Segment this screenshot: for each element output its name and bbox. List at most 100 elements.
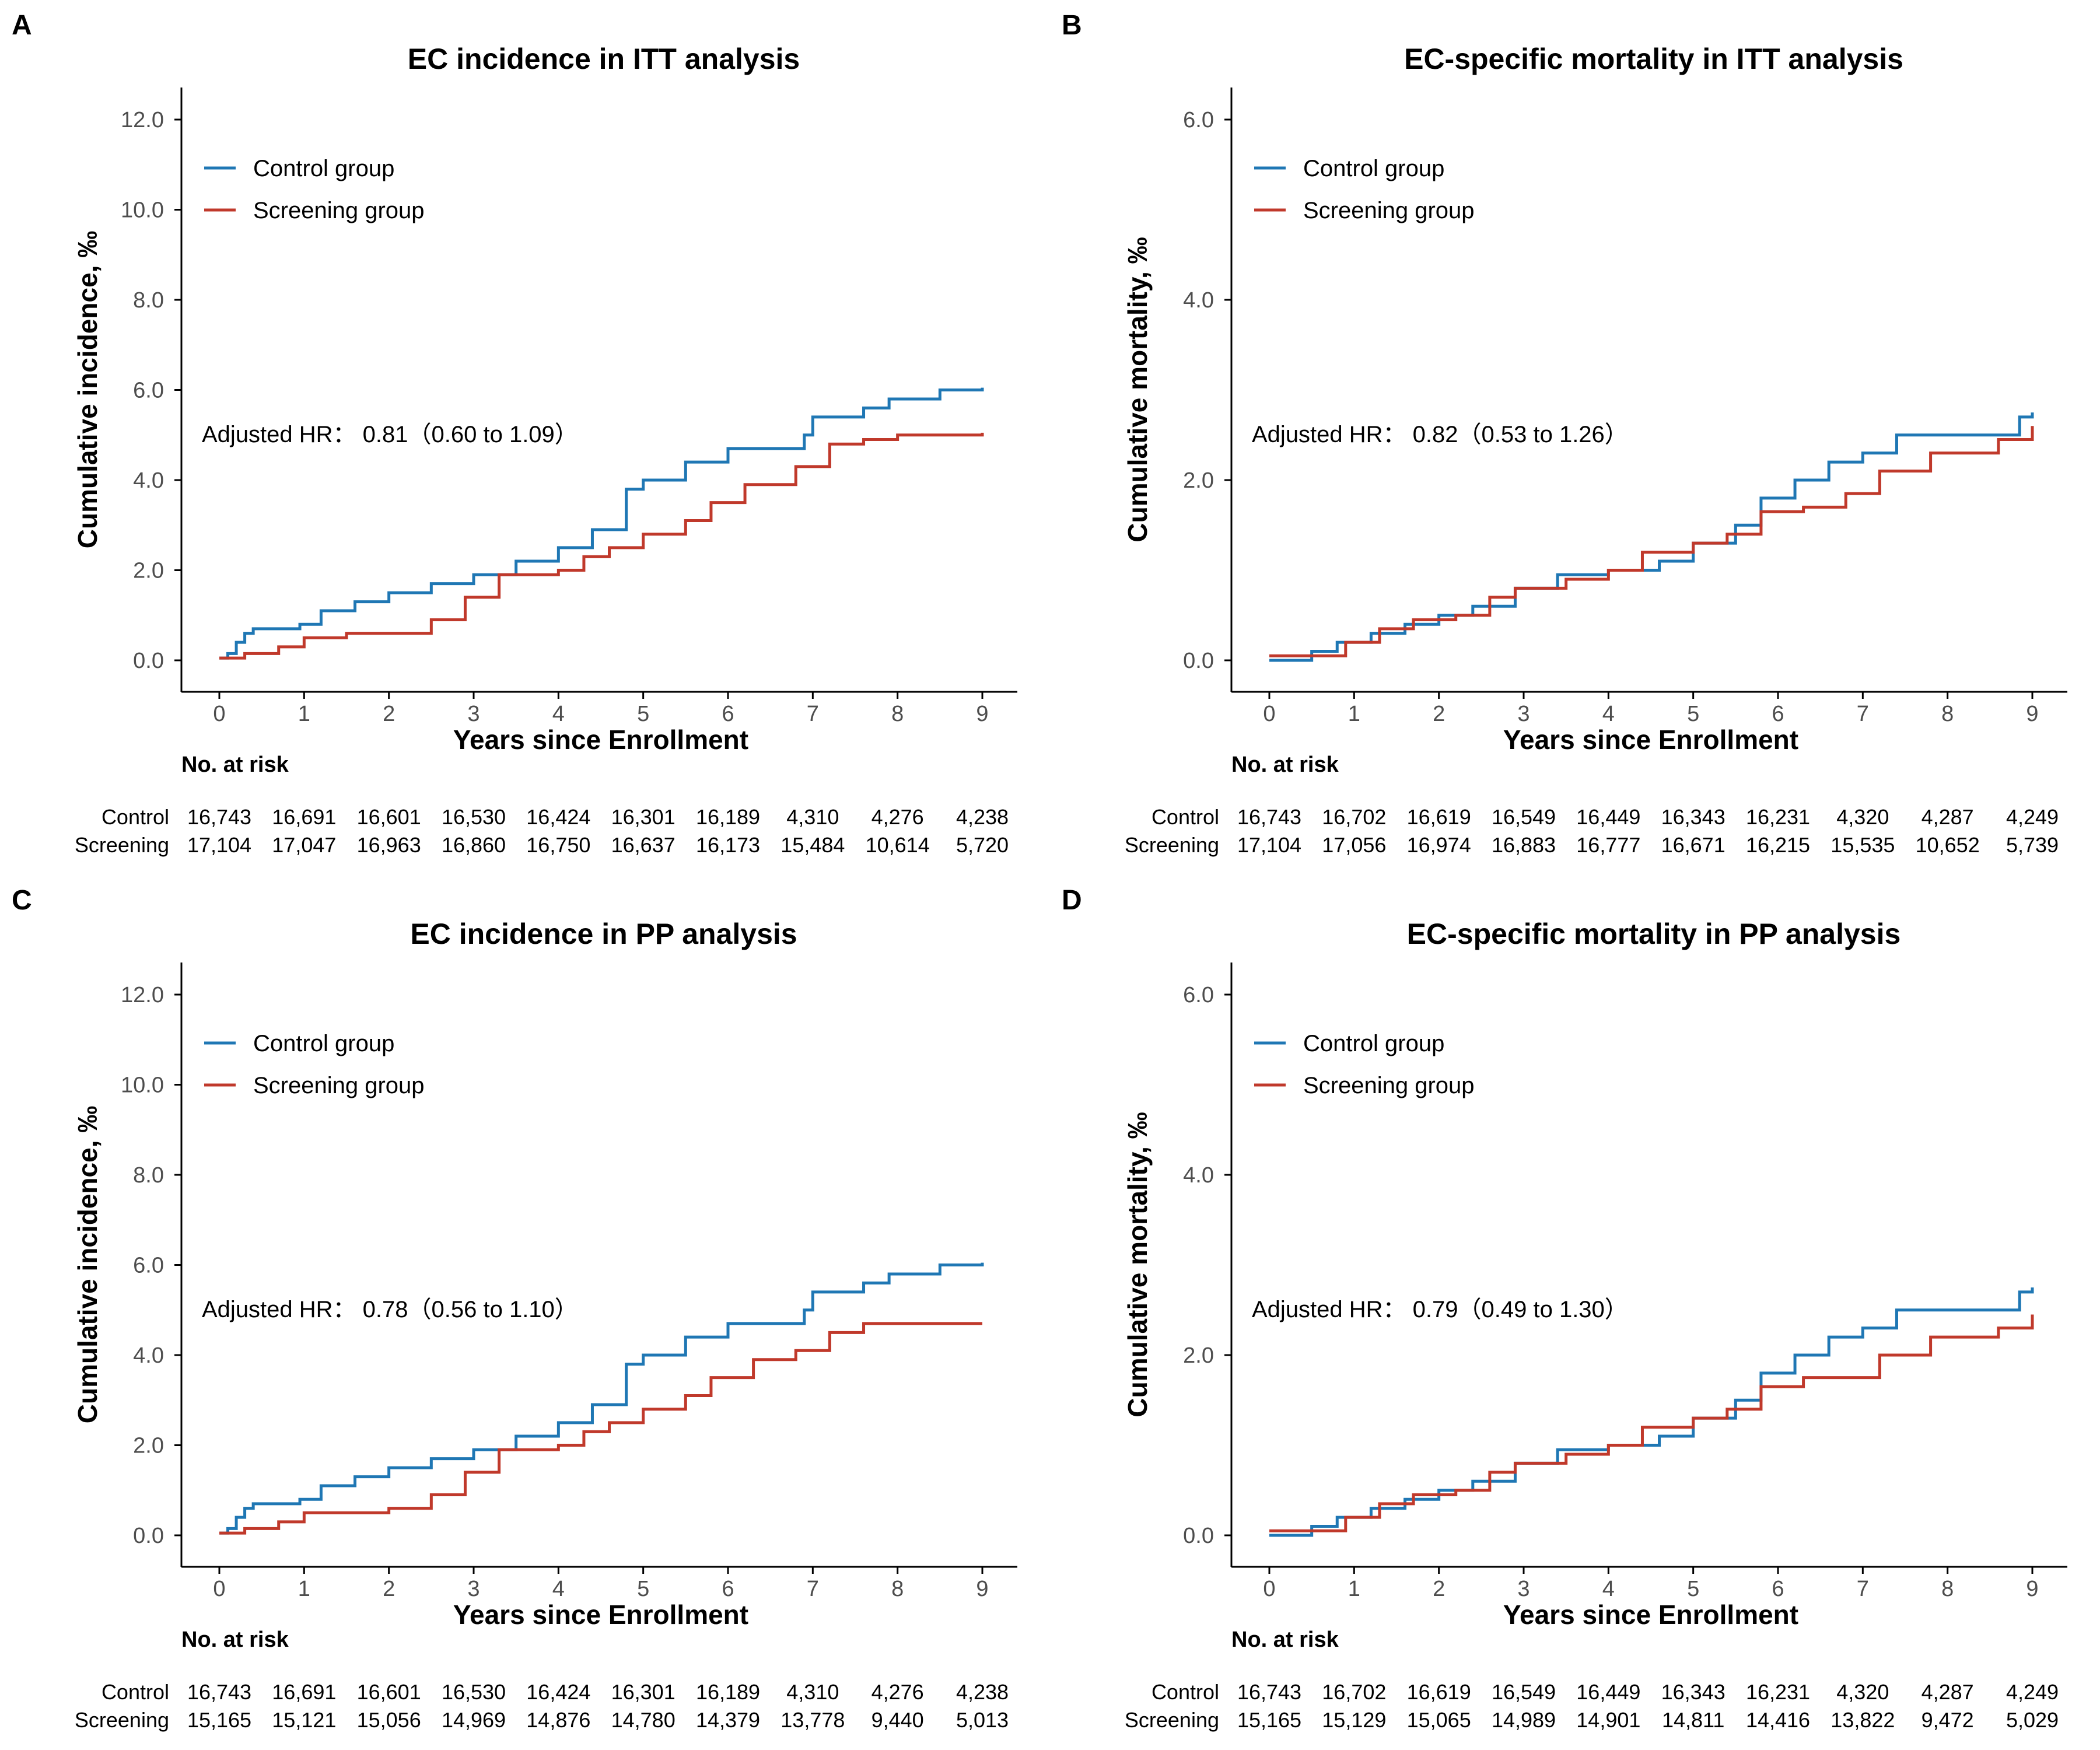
risk-value: 16,301 bbox=[611, 805, 676, 829]
screening-group-line bbox=[219, 1322, 982, 1535]
x-tick-label: 4 bbox=[552, 1577, 565, 1601]
risk-value: 16,189 bbox=[695, 1680, 761, 1704]
risk-value: 15,065 bbox=[1406, 1708, 1471, 1732]
x-tick-label: 9 bbox=[2026, 702, 2038, 726]
y-tick-label: 0.0 bbox=[1183, 1524, 1214, 1548]
risk-value: 14,416 bbox=[1745, 1708, 1811, 1732]
risk-value: 4,249 bbox=[2006, 805, 2059, 829]
x-tick-label: 6 bbox=[1772, 702, 1784, 726]
risk-value: 14,780 bbox=[611, 1708, 676, 1732]
risk-value: 4,238 bbox=[956, 1680, 1009, 1704]
risk-value: 14,876 bbox=[526, 1708, 591, 1732]
risk-value: 16,743 bbox=[187, 1680, 252, 1704]
hazard-ratio-annotation: Adjusted HR： 0.79（0.49 to 1.30） bbox=[1252, 1297, 1628, 1322]
y-tick-label: 4.0 bbox=[1183, 288, 1214, 313]
legend-label: Control group bbox=[1303, 156, 1444, 181]
risk-table-title: No. at risk bbox=[1231, 752, 1339, 777]
risk-value: 16,231 bbox=[1745, 1680, 1811, 1704]
risk-value: 16,883 bbox=[1491, 833, 1556, 857]
risk-value: 17,056 bbox=[1322, 833, 1387, 857]
risk-value: 16,743 bbox=[1237, 1680, 1302, 1704]
y-tick-label: 6.0 bbox=[133, 1254, 164, 1278]
y-tick-label: 2.0 bbox=[1183, 468, 1214, 493]
risk-value: 16,777 bbox=[1576, 833, 1641, 857]
risk-value: 16,301 bbox=[611, 1680, 676, 1704]
risk-value: 16,619 bbox=[1406, 805, 1471, 829]
risk-value: 16,424 bbox=[526, 1680, 591, 1704]
panel-c: C EC incidence in PP analysis 0.0 2.0 4.0 6.… bbox=[0, 875, 1050, 1750]
risk-table: No. at risk Control Screening 16,743 16,7… bbox=[1050, 752, 2100, 869]
km-chart-b: EC-specific mortality in ITT analysis 0.0… bbox=[1122, 43, 2067, 752]
y-tick-label: 0.0 bbox=[1183, 649, 1214, 673]
x-tick-label: 8 bbox=[1941, 1577, 1954, 1601]
risk-row-label: Screening bbox=[74, 1708, 169, 1732]
risk-value: 16,601 bbox=[356, 1680, 421, 1704]
risk-value: 4,276 bbox=[871, 1680, 924, 1704]
screening-group-line bbox=[1269, 426, 2034, 657]
risk-value: 5,720 bbox=[956, 833, 1009, 857]
hazard-ratio-annotation: Adjusted HR： 0.81（0.60 to 1.09） bbox=[202, 422, 578, 447]
x-tick-label: 1 bbox=[298, 1577, 310, 1601]
hazard-ratio-annotation: Adjusted HR： 0.78（0.56 to 1.10） bbox=[202, 1297, 578, 1322]
x-tick-label: 7 bbox=[1857, 1577, 1869, 1601]
risk-value: 16,619 bbox=[1406, 1680, 1471, 1704]
legend-label: Screening group bbox=[1303, 1073, 1475, 1098]
risk-value: 16,671 bbox=[1661, 833, 1726, 857]
y-tick-label: 6.0 bbox=[133, 379, 164, 403]
y-tick-label: 0.0 bbox=[133, 649, 164, 673]
risk-value: 15,165 bbox=[1237, 1708, 1302, 1732]
panel-letter: B bbox=[1062, 10, 1082, 41]
risk-value: 16,702 bbox=[1322, 1680, 1387, 1704]
risk-table: No. at risk Control Screening 16,743 16,6… bbox=[0, 752, 1050, 869]
y-tick-label: 10.0 bbox=[121, 198, 164, 223]
risk-value: 4,287 bbox=[1921, 1680, 1974, 1704]
legend-label: Control group bbox=[253, 1031, 394, 1056]
risk-value: 4,310 bbox=[786, 1680, 839, 1704]
x-tick-label: 7 bbox=[1857, 702, 1869, 726]
x-tick-label: 9 bbox=[976, 702, 988, 726]
x-tick-label: 7 bbox=[807, 1577, 819, 1601]
risk-value: 16,173 bbox=[695, 833, 761, 857]
km-chart-d: EC-specific mortality in PP analysis 0.0 2… bbox=[1122, 918, 2067, 1628]
risk-value: 16,424 bbox=[526, 805, 591, 829]
risk-value: 17,104 bbox=[1237, 833, 1302, 857]
x-tick-label: 2 bbox=[1433, 1577, 1445, 1601]
chart-title: EC-specific mortality in PP analysis bbox=[1407, 918, 1901, 950]
risk-value: 16,343 bbox=[1661, 805, 1726, 829]
risk-value: 16,215 bbox=[1745, 833, 1811, 857]
risk-value: 17,047 bbox=[272, 833, 337, 857]
x-tick-label: 6 bbox=[722, 1577, 734, 1601]
risk-value: 15,056 bbox=[356, 1708, 421, 1732]
x-tick-label: 1 bbox=[298, 702, 310, 726]
x-tick-label: 6 bbox=[722, 702, 734, 726]
risk-value: 16,691 bbox=[272, 1680, 337, 1704]
legend-label: Screening group bbox=[253, 1073, 425, 1098]
risk-value: 15,129 bbox=[1322, 1708, 1387, 1732]
risk-row-label: Control bbox=[1151, 1680, 1219, 1704]
x-tick-label: 4 bbox=[552, 702, 565, 726]
x-tick-label: 5 bbox=[1687, 702, 1699, 726]
screening-group-line bbox=[1269, 1314, 2034, 1532]
risk-value: 14,969 bbox=[441, 1708, 506, 1732]
x-tick-label: 5 bbox=[1687, 1577, 1699, 1601]
risk-value: 4,238 bbox=[956, 805, 1009, 829]
x-axis-label: Years since Enrollment bbox=[453, 724, 748, 752]
risk-value: 16,860 bbox=[441, 833, 506, 857]
y-tick-label: 12.0 bbox=[121, 983, 164, 1007]
x-tick-label: 4 bbox=[1602, 702, 1615, 726]
y-tick-label: 10.0 bbox=[121, 1073, 164, 1098]
y-tick-label: 4.0 bbox=[133, 468, 164, 493]
x-tick-label: 2 bbox=[383, 702, 395, 726]
y-tick-label: 6.0 bbox=[1183, 983, 1214, 1007]
risk-value: 15,535 bbox=[1831, 833, 1895, 857]
x-tick-label: 3 bbox=[1517, 702, 1530, 726]
panel-d: D EC-specific mortality in PP analysis 0.… bbox=[1050, 875, 2100, 1750]
risk-table-title: No. at risk bbox=[1231, 1628, 1339, 1652]
risk-value: 15,484 bbox=[780, 833, 845, 857]
risk-value: 4,276 bbox=[871, 805, 924, 829]
risk-value: 16,549 bbox=[1491, 1680, 1556, 1704]
y-tick-label: 6.0 bbox=[1183, 108, 1214, 132]
risk-value: 5,739 bbox=[2006, 833, 2059, 857]
y-tick-label: 2.0 bbox=[133, 559, 164, 583]
x-tick-label: 1 bbox=[1348, 1577, 1360, 1601]
